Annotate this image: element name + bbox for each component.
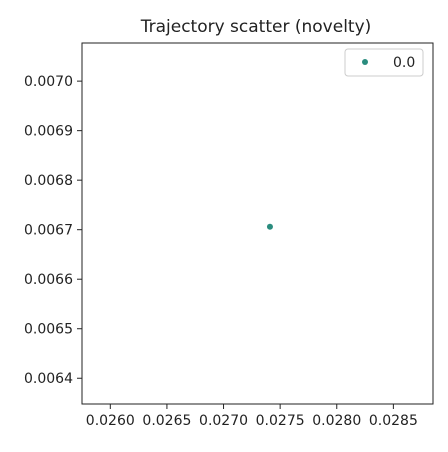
legend-label: 0.0	[393, 55, 415, 71]
x-tick-label: 0.0285	[369, 413, 418, 429]
x-tick-label: 0.0280	[312, 413, 361, 429]
chart-title: Trajectory scatter (novelty)	[140, 17, 372, 37]
plot-area	[81, 42, 434, 405]
y-axis: 0.0070 0.0069 0.0068 0.0067 0.0066 0.0065 0.00…	[24, 74, 82, 387]
legend-box	[344, 48, 424, 77]
x-tick-label: 0.0270	[199, 413, 248, 429]
y-tick-label: 0.0067	[24, 223, 73, 239]
x-tick-label: 0.0260	[86, 413, 135, 429]
y-tick-label: 0.0064	[24, 371, 73, 387]
y-tick-label: 0.0070	[24, 74, 73, 90]
y-tick-label: 0.0068	[24, 173, 73, 189]
y-tick-label: 0.0069	[24, 124, 73, 140]
data-points	[266, 223, 273, 230]
y-tick-label: 0.0065	[24, 322, 73, 338]
legend: 0.0	[344, 48, 424, 77]
data-point	[266, 223, 273, 230]
x-tick-label: 0.0275	[256, 413, 305, 429]
plot-frame	[81, 42, 434, 405]
x-axis: 0.0260 0.0265 0.0270 0.0275 0.0280 0.0285	[86, 404, 418, 429]
legend-marker	[362, 59, 368, 65]
y-tick-label: 0.0066	[24, 272, 73, 288]
x-tick-label: 0.0265	[142, 413, 191, 429]
